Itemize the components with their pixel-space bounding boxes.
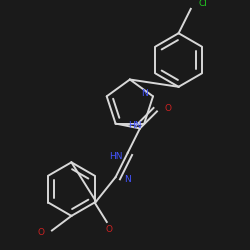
- Text: O: O: [106, 225, 113, 234]
- Text: Cl: Cl: [198, 0, 207, 8]
- Text: HN: HN: [109, 152, 123, 161]
- Text: N: N: [142, 90, 148, 98]
- Text: HN: HN: [128, 122, 142, 130]
- Text: O: O: [38, 228, 44, 237]
- Text: O: O: [164, 104, 171, 114]
- Text: N: N: [124, 175, 131, 184]
